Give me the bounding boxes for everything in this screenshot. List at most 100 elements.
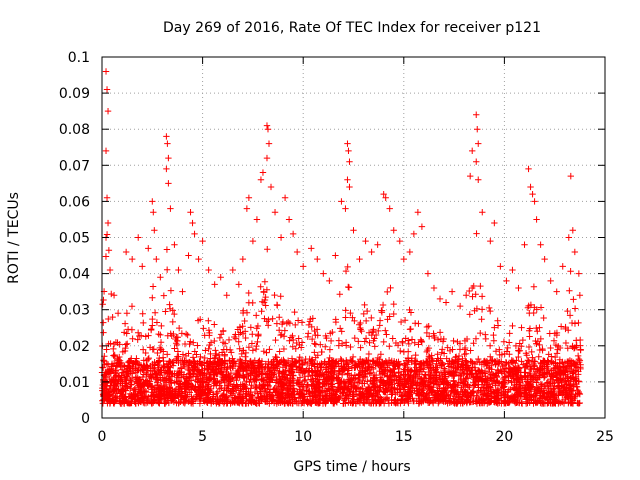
data-point [390,385,398,392]
data-point [102,68,110,75]
data-point [470,374,477,381]
data-point [327,363,334,370]
data-point [463,335,471,343]
data-point [518,399,525,407]
data-point [369,358,376,365]
data-point [482,376,489,384]
data-point [475,375,483,383]
data-point [525,165,532,173]
data-point [466,172,474,180]
data-point [397,318,405,326]
data-point [122,248,130,256]
data-point [495,395,502,402]
data-point [106,391,114,398]
y-axis: 0 0.01 0.02 0.03 0.04 0.05 0.06 0.07 0.08 0.09 0.1 [59,50,605,427]
data-point [384,288,391,296]
data-point [414,388,421,395]
data-point [128,303,136,310]
data-point [184,366,192,374]
data-point [121,347,129,355]
data-point [363,357,371,364]
data-point [450,369,458,376]
data-point [437,369,445,376]
data-point [551,330,559,337]
data-point [390,358,398,365]
data-point [406,306,413,314]
data-point [467,358,474,365]
data-point [240,364,247,372]
data-point [145,383,152,390]
data-point [267,183,275,191]
data-point [212,347,219,354]
data-point [380,400,388,407]
data-point [171,310,178,318]
data-point [100,364,107,371]
data-point [430,284,438,292]
data-point [418,337,425,345]
data-point [238,359,245,366]
data-point [370,327,377,335]
data-point [128,255,136,263]
data-point [115,356,123,364]
data-point [333,375,340,382]
data-point [473,111,480,118]
data-point [112,382,120,390]
data-point [479,209,486,216]
data-point [504,399,511,406]
data-point [219,359,226,366]
data-point [374,241,381,248]
data-point [391,363,399,370]
data-point [387,384,395,391]
data-point [466,287,473,295]
data-point [112,367,120,374]
data-point [264,126,272,133]
x-tick-label: 10 [294,429,312,445]
data-point [105,315,112,323]
data-point [474,376,482,384]
data-point [169,362,177,369]
y-tick-label: 0.09 [59,86,90,102]
data-point [446,347,454,355]
data-point [175,400,182,407]
data-point [544,357,551,364]
data-point [121,396,129,403]
data-point [205,317,212,324]
data-point [298,390,305,398]
data-point [151,309,159,316]
data-point [262,293,269,301]
data-point [136,332,143,340]
data-point [503,394,511,401]
data-point [256,400,263,407]
data-point [149,198,156,205]
data-point [459,399,466,407]
data-point [120,399,128,406]
data-point [525,357,532,364]
data-point [161,400,169,407]
data-point [404,393,412,401]
data-point [245,372,252,380]
data-point [435,357,442,364]
data-point [373,360,381,367]
data-point [491,219,498,227]
data-point [342,339,350,346]
data-point [473,396,480,404]
data-point [346,158,353,165]
data-point [144,367,151,374]
data-point [361,380,368,387]
data-point [281,371,288,378]
data-point [362,237,369,245]
data-point [180,373,188,380]
data-point [462,292,470,299]
data-point [506,372,514,380]
data-point [461,369,468,377]
data-point [188,400,195,407]
data-point [345,147,352,155]
data-point [551,387,558,395]
data-point [537,383,545,390]
data-point [118,372,125,379]
data-point [272,336,279,344]
data-point [354,363,361,370]
data-point [112,339,120,346]
data-point [276,348,283,355]
data-point [261,385,269,393]
